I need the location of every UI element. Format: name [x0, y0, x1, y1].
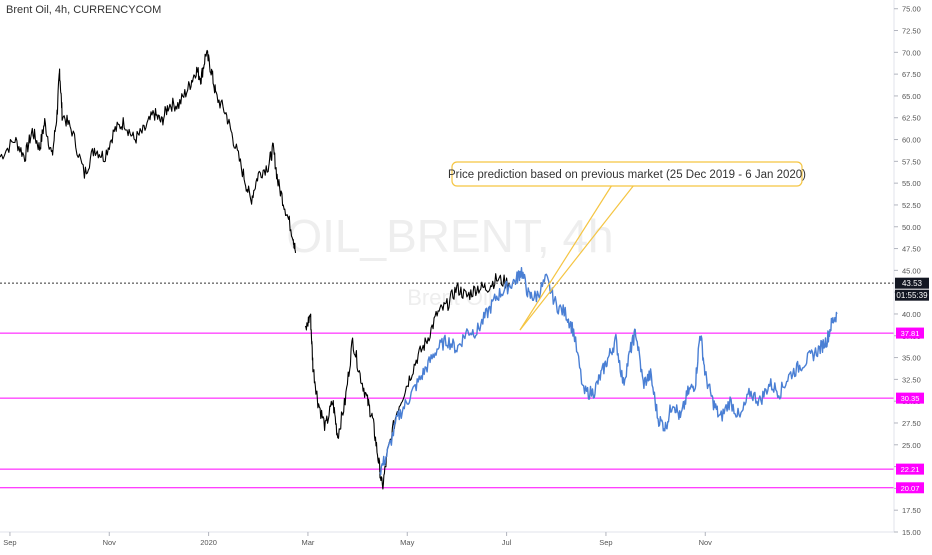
last-price-value: 43.53: [902, 279, 923, 288]
level-tag-box: [896, 482, 924, 494]
x-tick-label: Sep: [3, 538, 16, 547]
level-tag-box: [896, 392, 924, 404]
y-tick-label: 32.50: [902, 375, 921, 384]
countdown-box: [895, 289, 929, 301]
price-series: [0, 49, 838, 490]
y-tick-label: 45.00: [902, 266, 921, 275]
y-tick-label: 27.50: [902, 419, 921, 428]
level-tags: 37.81 30.35 22.21 20.07: [896, 327, 924, 494]
prediction-annotation[interactable]: Price prediction based on previous marke…: [448, 161, 806, 331]
last-price-box: [895, 277, 929, 289]
y-tick-label: 67.50: [902, 70, 921, 79]
y-tick-label: 15.00: [902, 528, 921, 537]
x-tick-label: Mar: [301, 538, 314, 547]
x-tick-label: Nov: [699, 538, 713, 547]
annotation-pointer-a: [519, 184, 613, 331]
watermark-symbol: OIL_BRENT, 4h: [286, 210, 613, 262]
y-tick-label: 35.00: [902, 354, 921, 363]
y-tick-label: 55.00: [902, 179, 921, 188]
x-tick-label: Sep: [599, 538, 612, 547]
y-tick-label: 72.50: [902, 27, 921, 36]
x-tick-label: 2020: [200, 538, 217, 547]
symbol-title: Brent Oil, 4h, CURRENCYCOM: [6, 4, 162, 16]
y-tick-label: 47.50: [902, 245, 921, 254]
y-tick-label: 60.00: [902, 136, 921, 145]
y-tick-label: 40.00: [902, 310, 921, 319]
y-tick-label: 17.50: [902, 506, 921, 515]
y-tick-label: 75.00: [902, 5, 921, 14]
level-tag-box: [896, 327, 924, 339]
y-tick-label: 50.00: [902, 223, 921, 232]
price-line: [0, 49, 297, 253]
y-tick-label: 25.00: [902, 441, 921, 450]
x-tick-label: May: [400, 538, 414, 547]
price-line: [304, 273, 510, 490]
annotation-text: Price prediction based on previous marke…: [448, 169, 806, 181]
y-tick-label: 65.00: [902, 92, 921, 101]
prediction-line: [379, 267, 838, 476]
time-axis[interactable]: Sep Nov 2020 Mar May Jul Sep Nov: [3, 532, 712, 547]
level-tag-label: 22.21: [901, 465, 920, 474]
level-tag-label: 37.81: [901, 329, 920, 338]
annotation-pointer-b: [519, 184, 635, 331]
last-price-tag: 43.53 01:55:39: [895, 277, 929, 301]
y-tick-label: 57.50: [902, 157, 921, 166]
x-tick-label: Jul: [502, 538, 512, 547]
x-tick-label: Nov: [103, 538, 117, 547]
level-tag-label: 20.07: [901, 484, 920, 493]
horizontal-levels: [0, 332, 894, 489]
y-tick-label: 52.50: [902, 201, 921, 210]
last-price-countdown: 01:55:39: [896, 291, 928, 300]
price-axis[interactable]: 75.00 72.50 70.00 67.50 65.00 62.50 60.00 57.50…: [894, 5, 921, 537]
y-tick-label: 62.50: [902, 114, 921, 123]
y-tick-label: 70.00: [902, 48, 921, 57]
level-tag-box: [896, 463, 924, 475]
level-tag-label: 30.35: [901, 394, 920, 403]
annotation-box: [451, 161, 803, 187]
